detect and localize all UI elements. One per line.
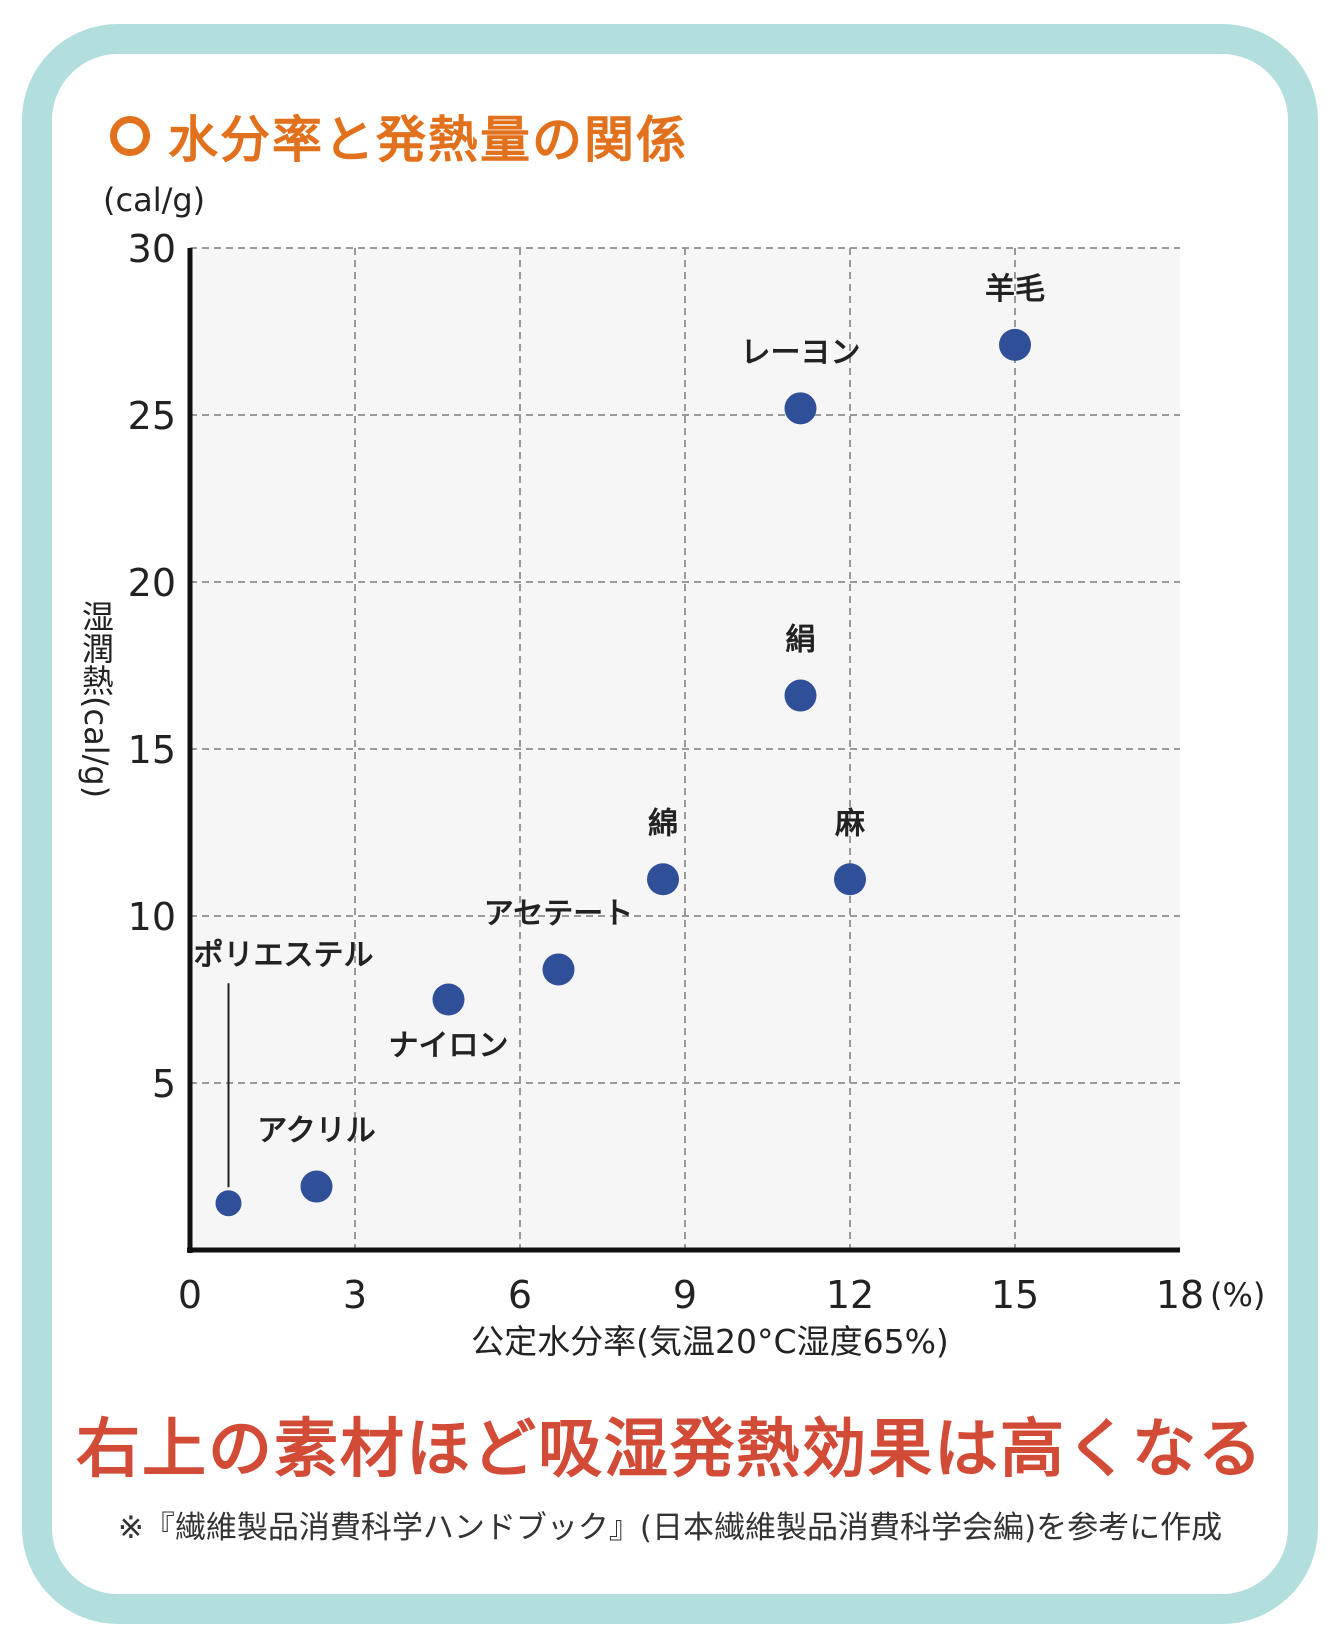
data-label: 絹 <box>786 623 816 658</box>
y-tick-label: 10 <box>128 895 176 939</box>
y-axis-label: 湿潤熱(cal/g) <box>77 600 115 798</box>
circle-bullet-icon <box>110 116 150 156</box>
data-point <box>215 1190 242 1217</box>
x-tick-label: 3 <box>343 1273 367 1317</box>
y-tick-label: 25 <box>128 394 176 438</box>
data-label: アセテート <box>484 896 633 931</box>
data-point <box>784 679 817 712</box>
x-tick-label: 6 <box>508 1273 532 1317</box>
data-point <box>300 1170 333 1203</box>
grid-lines <box>190 247 1180 1250</box>
data-label: 綿 <box>648 806 678 841</box>
data-point <box>999 328 1031 361</box>
y-tick-label: 5 <box>152 1062 176 1106</box>
x-axis-unit: (%) <box>1210 1276 1265 1314</box>
data-point <box>542 953 575 986</box>
x-tick-label: 18 <box>1156 1273 1204 1317</box>
data-point <box>647 863 679 896</box>
data-label: アクリル <box>257 1114 376 1149</box>
x-axis-label: 公定水分率(気温20°C湿度65%) <box>471 1322 949 1361</box>
axes <box>187 248 1180 1253</box>
x-tick-label: 9 <box>673 1273 697 1317</box>
data-label: ナイロン <box>389 1029 509 1064</box>
data-point <box>784 392 817 425</box>
y-tick-label: 30 <box>128 227 176 271</box>
x-tick-label: 15 <box>991 1273 1039 1317</box>
x-tick-label: 0 <box>178 1273 202 1317</box>
data-point <box>834 863 866 896</box>
data-label: 羊毛 <box>985 272 1045 307</box>
data-label: 麻 <box>835 806 866 841</box>
chart-title: 水分率と発熱量の関係 <box>168 111 688 169</box>
chart-heading: 水分率と発熱量の関係 <box>110 100 688 172</box>
x-tick-label: 12 <box>826 1273 874 1317</box>
headline: 右上の素材ほど吸湿発熱効果は高くなる <box>76 1413 1264 1487</box>
data-point <box>432 983 465 1016</box>
tick-labels: 0 3 6 9 12 15 18 5 10 15 20 25 30 <box>128 227 1205 1317</box>
data-points <box>215 328 1031 1217</box>
y-tick-label: 15 <box>128 728 176 772</box>
footnote: ※『繊維製品消費科学ハンドブック』(日本繊維製品消費科学会編)を参考に作成 <box>117 1510 1223 1546</box>
y-axis-unit: (cal/g) <box>103 181 205 219</box>
y-tick-label: 20 <box>128 561 176 605</box>
data-label: ポリエステル <box>194 938 374 973</box>
data-label: レーヨン <box>741 335 861 370</box>
